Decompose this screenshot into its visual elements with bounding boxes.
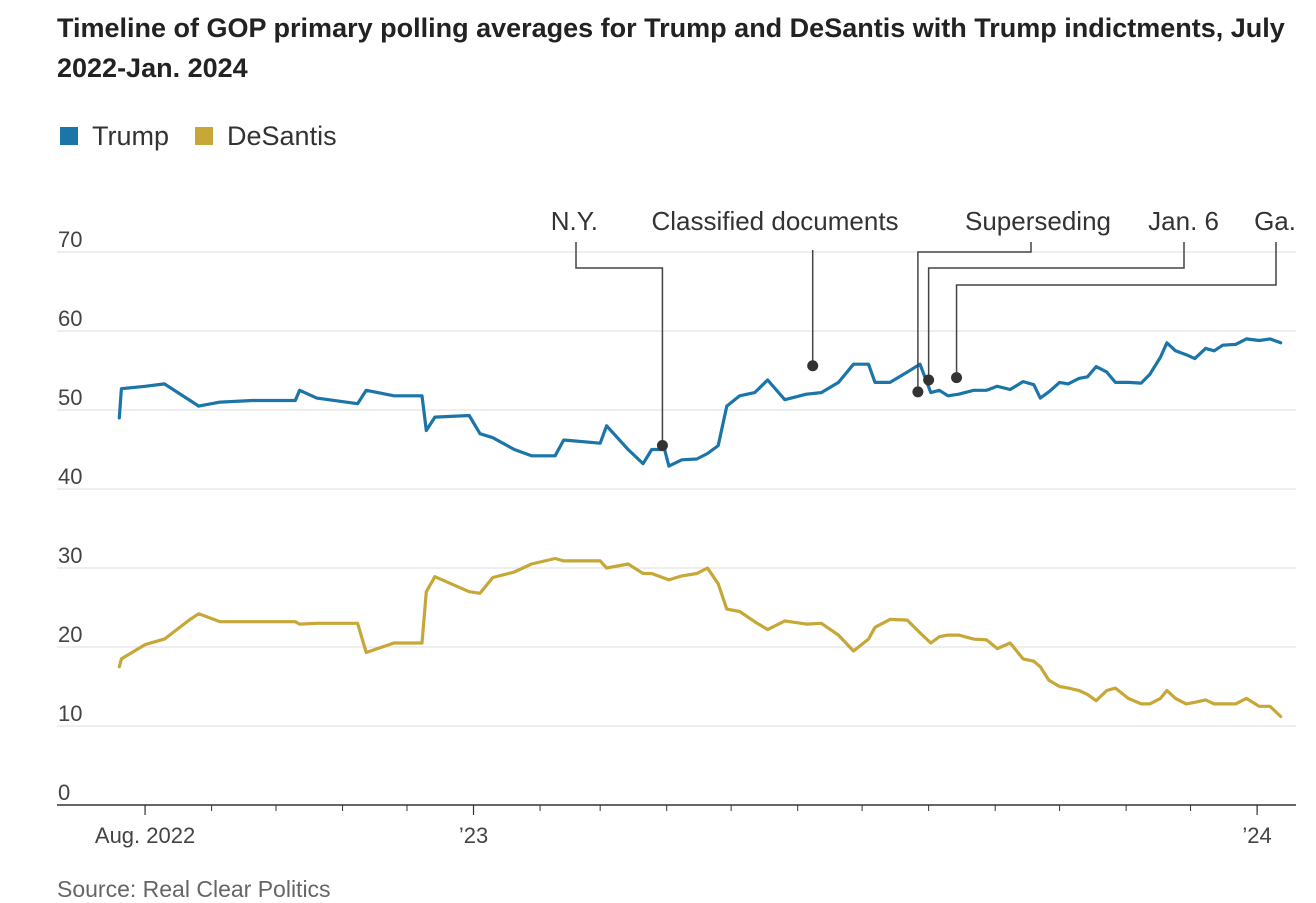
annotation-label-n-y-: N.Y. [551,206,598,236]
series-line-trump [117,337,1283,468]
annotation-label-ga-: Ga. [1254,206,1296,236]
annotation-leader-ga- [955,242,1277,378]
annotation-label-jan-6: Jan. 6 [1148,206,1219,236]
line-chart: 0 10 20 30 40 50 60 70 Aug. 2022 ’23 ’24 N.Y. Classi… [57,206,1296,848]
y-tick-label-50: 50 [58,385,82,410]
annotation-marker-jan-6 [923,374,935,386]
annotation-marker-n-y- [656,440,668,452]
legend: Trump DeSantis [60,118,363,154]
chart-title: Timeline of GOP primary polling averages… [57,13,1285,83]
y-tick-label-60: 60 [58,306,82,331]
annotation-marker-ga- [951,372,963,384]
source-note: Source: Real Clear Politics [57,876,331,902]
x-tick-label: Aug. 2022 [95,823,195,848]
annotation-leader-n-y- [575,242,664,446]
annotation-label-superseding: Superseding [965,206,1111,236]
annotation-leader-superseding [917,242,1032,392]
y-tick-label-20: 20 [58,622,82,647]
legend-swatch-trump [60,127,78,145]
annotation-marker-classified-documents [807,360,819,372]
y-tick-label-10: 10 [58,701,82,726]
y-tick-label-0: 0 [58,780,70,805]
annotation-label-classified-documents: Classified documents [651,206,898,236]
legend-item-desantis: DeSantis [195,121,337,152]
y-tick-label-40: 40 [58,464,82,489]
legend-label-trump: Trump [92,120,170,151]
annotation-leader-jan-6 [927,242,1185,380]
legend-label-desantis: DeSantis [227,120,337,151]
legend-swatch-desantis [195,127,214,145]
series-line-desantis [117,556,1283,719]
legend-item-trump: Trump [60,121,169,152]
x-tick-label: ’24 [1242,823,1271,848]
y-tick-label-30: 30 [58,543,82,568]
x-tick-label: ’23 [459,823,488,848]
annotation-marker-superseding [912,386,924,398]
y-tick-label-70: 70 [58,227,82,252]
